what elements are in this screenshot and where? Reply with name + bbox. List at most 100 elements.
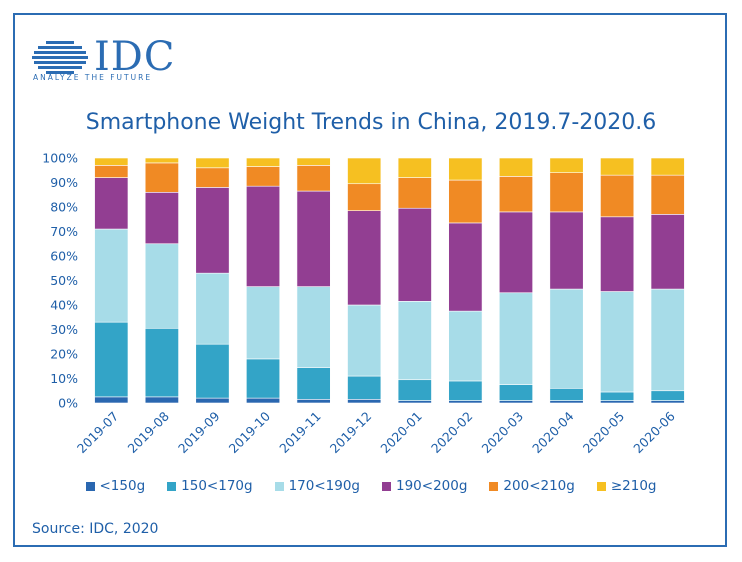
bar-segment [448,310,483,382]
bar-segment [94,177,129,230]
y-tick-label: 20% [50,347,78,362]
legend-label: 170<190g [288,478,360,494]
x-tick-label: 2019-07 [74,409,122,457]
legend-label: 150<170g [181,478,253,494]
bar-segment [650,390,685,401]
y-tick-label: 60% [50,249,78,264]
legend-label: 200<210g [503,478,575,494]
legend-label: 190<200g [396,478,468,494]
legend-swatch [489,481,499,491]
bar-segment [144,243,179,329]
y-tick-label: 70% [50,224,78,239]
bar-segment [397,301,432,381]
source-note: Source: IDC, 2020 [32,521,159,537]
bar-segment [246,397,281,404]
bar-segment [94,321,129,398]
bar-segment [600,174,635,218]
bar-segment [650,157,685,176]
bar-segment [195,187,230,274]
globe-lines-icon [32,41,88,74]
bar-segment [448,157,483,181]
x-tick-label: 2020-04 [529,408,577,456]
bar-segment [144,157,179,164]
bar-segment [397,157,432,178]
y-tick-label: 0% [58,396,78,411]
idc-logo: IDC ANALYZE THE FUTURE [32,34,174,86]
bar-segment [498,157,533,177]
bar-segment [296,286,331,368]
legend-item: 150<170g [167,478,253,494]
legend-label: ≥210g [610,478,657,494]
bar-segment [246,358,281,399]
bar-segment [195,272,230,345]
bar-segment [246,185,281,287]
bar-segment [195,397,230,404]
bar-segment [549,172,584,213]
bar-segment [347,157,382,185]
bar-segment [448,400,483,404]
bar-segment [498,400,533,404]
bar-segment [498,211,533,294]
bar-segment [397,177,432,209]
bar-segment [650,288,685,392]
chart-title: Smartphone Weight Trends in China, 2019.… [85,110,657,135]
x-tick-label: 2019-10 [226,408,274,456]
bar-segment [94,396,129,404]
bar-segment [246,157,281,167]
bar-segment [347,304,382,377]
bar-segment [600,216,635,292]
y-tick-label: 80% [50,200,78,215]
bar-segment [549,288,584,389]
legend-swatch [85,481,95,491]
bar-segment [600,291,635,393]
stacked-bar-chart: 0% 10% 20% 30% 40% 50% 60% 70% 80% 90% 100% 2019-07… [42,151,685,457]
bar-segment [347,375,382,400]
bar-segment [296,367,331,400]
bar-segment [448,179,483,224]
bar-segment [347,399,382,404]
x-tick-label: 2020-01 [377,409,425,457]
bar-segment [498,176,533,213]
x-tick-label: 2019-09 [175,408,223,456]
legend-swatch [382,481,391,491]
bar-segment [549,211,584,290]
x-tick-label: 2019-12 [327,409,375,457]
bar-segment [195,343,230,399]
bar-segment [600,400,635,404]
bar-segment [397,400,432,404]
logo-wordmark: IDC [94,34,176,80]
bar-segment [195,157,230,169]
bar-segment [448,222,483,312]
bar-segment [397,379,432,401]
bar-segment [94,165,129,178]
y-tick-label: 50% [50,273,78,288]
y-tick-label: 90% [50,175,78,190]
bar-segment [296,399,331,404]
bar-segment [246,166,281,187]
bar-segment [549,387,584,401]
bar-segment [246,286,281,360]
x-tick-label: 2019-11 [276,409,324,457]
bar-segment [144,162,179,193]
bar-segment [650,214,685,290]
bar-segment [498,384,533,401]
x-tick-label: 2020-06 [630,408,678,456]
bar-segment [498,292,533,385]
x-tick-label: 2019-08 [124,408,172,456]
bar-segment [94,228,129,323]
bar-segment [600,391,635,401]
bar-segment [448,380,483,401]
y-tick-label: 10% [50,371,78,386]
x-tick-label: 2020-05 [580,409,628,457]
legend-swatch [274,481,284,491]
legend-item: 190<200g [382,478,467,494]
legend-swatch [596,481,606,491]
bar-segment [296,165,331,192]
legend-item: ≥210g [596,478,657,494]
legend-item: 170<190g [274,478,360,494]
bar-segment [600,157,635,176]
legend-swatch [167,481,177,491]
x-tick-label: 2020-03 [479,409,527,457]
bar-segment [549,400,584,404]
y-tick-label: 40% [50,298,78,313]
